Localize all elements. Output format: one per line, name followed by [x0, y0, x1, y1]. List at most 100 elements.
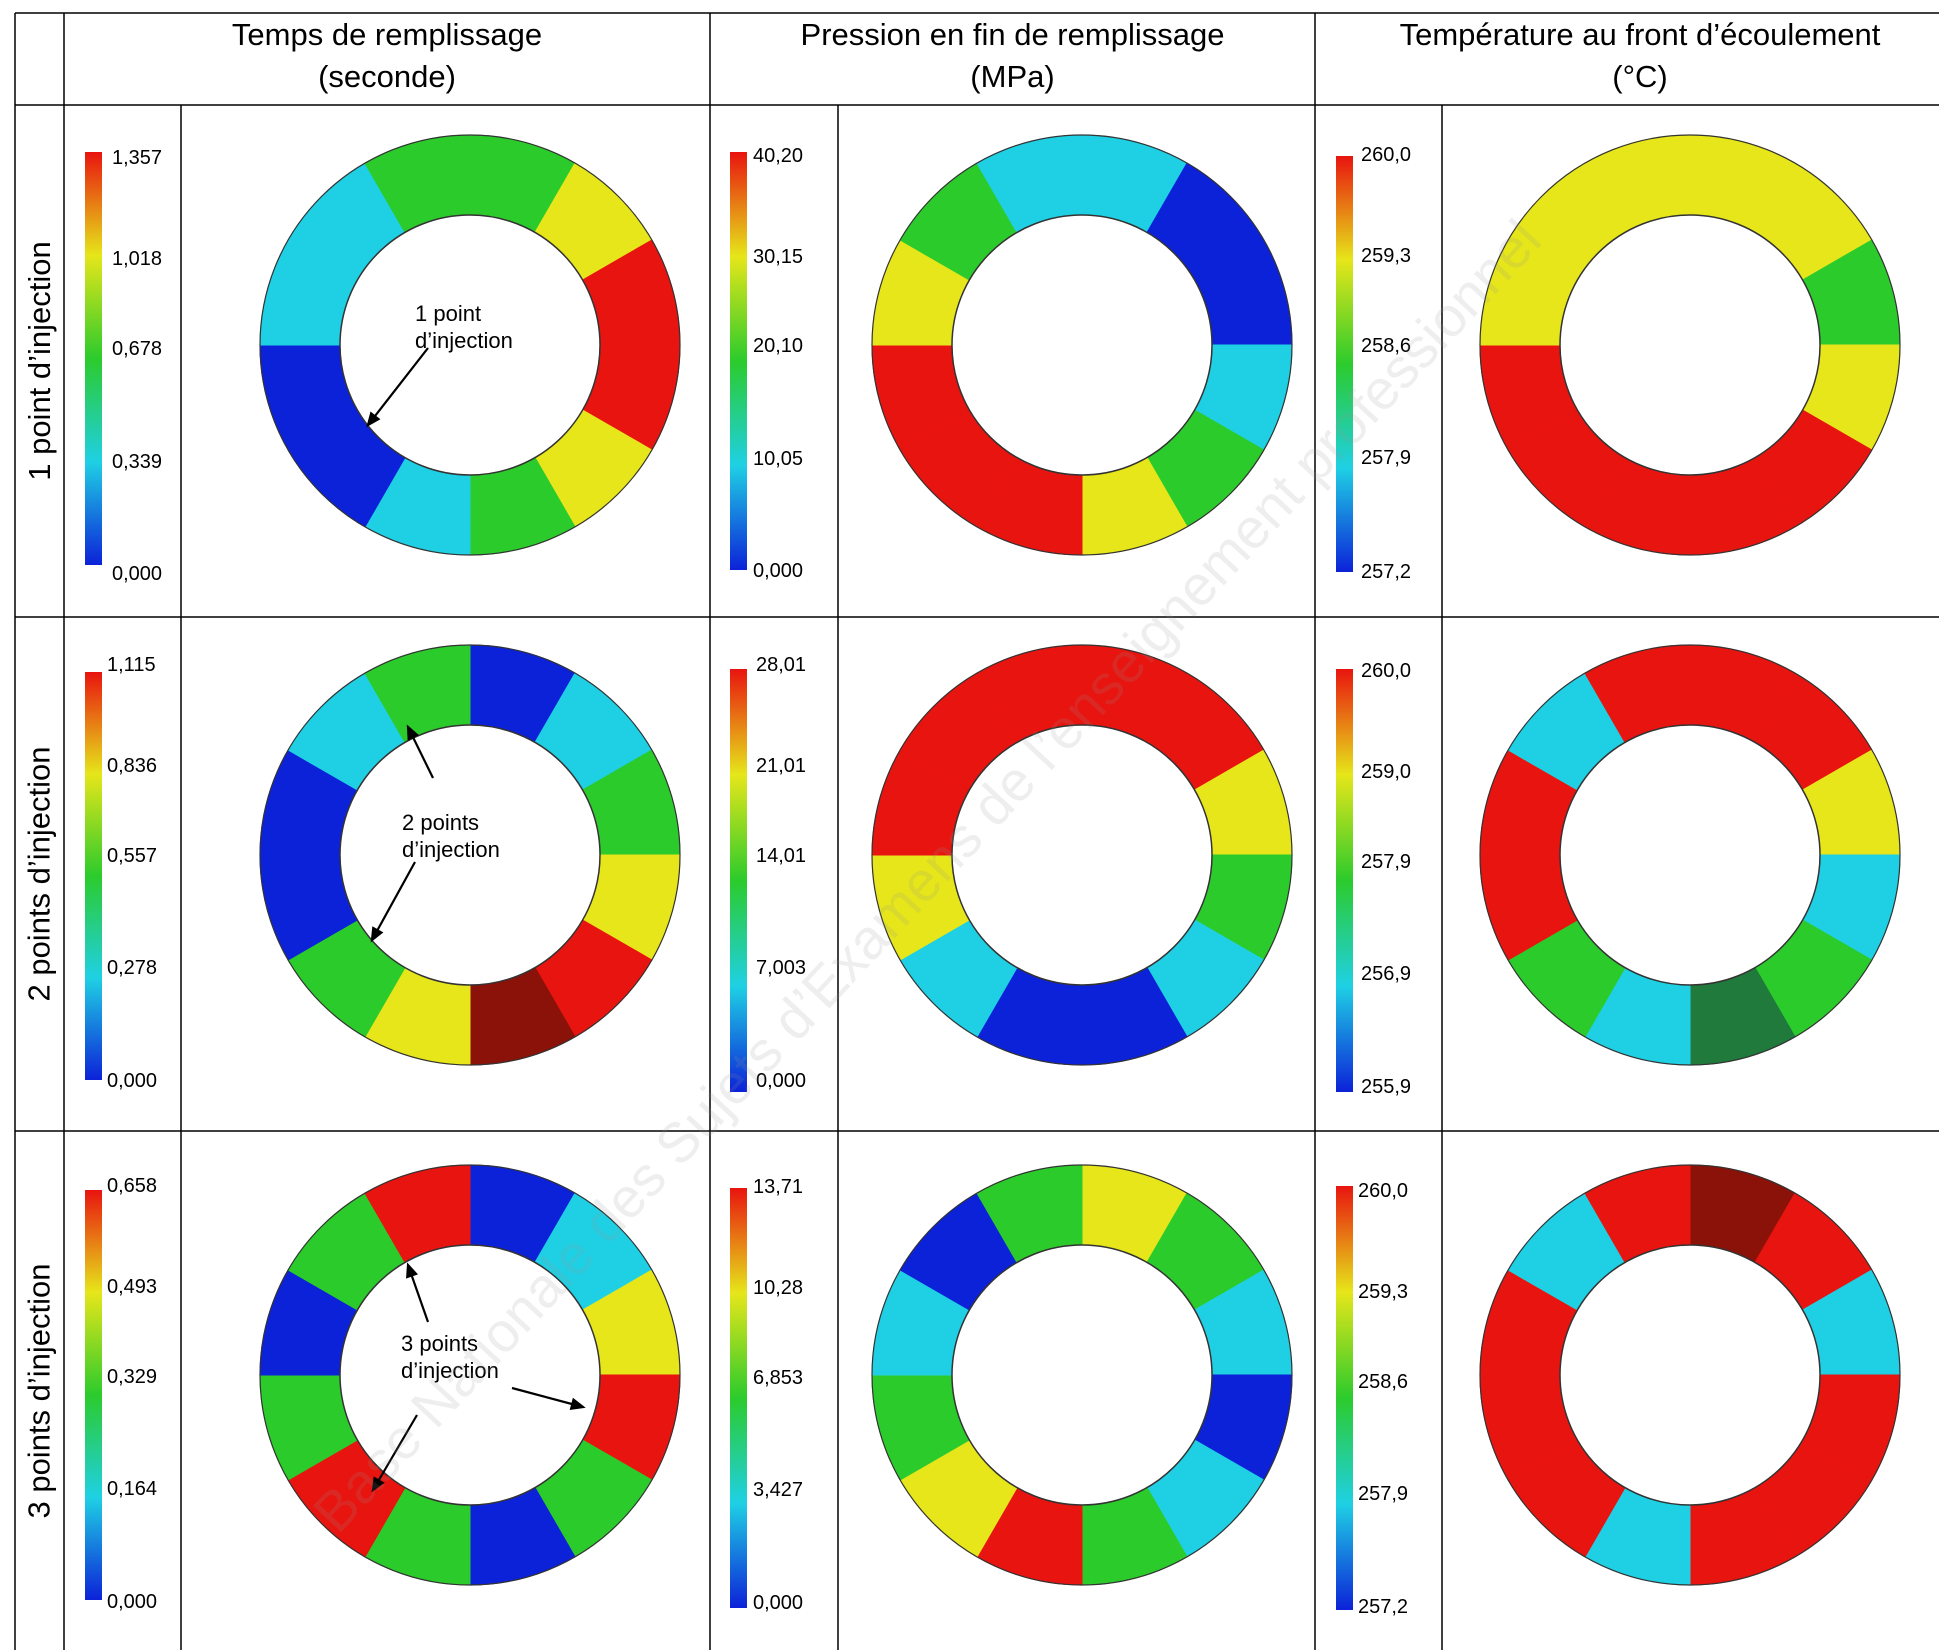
annotation-arrow: [511, 1386, 584, 1409]
scale-tick: 0,000: [756, 1070, 807, 1092]
scale-tick: 6,853: [753, 1367, 804, 1389]
scale-tick: 20,10: [753, 335, 804, 357]
scale-tick: 260,0: [1361, 660, 1412, 682]
arrow-head: [366, 411, 381, 428]
row-label-3-points: 3 points d’injection: [15, 1131, 64, 1650]
scale-tick: 40,20: [753, 145, 804, 167]
color-scale-bar: [1336, 1186, 1353, 1610]
scale-tick: 255,9: [1361, 1076, 1412, 1098]
ring-plot: [1479, 644, 1901, 1066]
ring-outer-edge: [1479, 644, 1901, 1066]
ring-inner-edge: [339, 214, 601, 476]
scale-tick: 0,329: [107, 1366, 158, 1388]
color-scale-bar: [85, 152, 102, 565]
scale-tick: 259,3: [1361, 245, 1412, 267]
scale-tick: 0,493: [107, 1276, 158, 1298]
color-scales: [85, 152, 1353, 1610]
ring-inner-edge: [1559, 1244, 1821, 1506]
scale-tick: 0,000: [107, 1070, 158, 1092]
ring-plot: [259, 644, 681, 1066]
ring-outer-edge: [871, 134, 1293, 556]
scale-tick: 258,6: [1358, 1371, 1409, 1393]
scale-tick: 0,557: [107, 845, 158, 867]
col-header-pressure: Pression en fin de remplissage (MPa): [710, 14, 1315, 98]
annotation-3-points: 3 points d’injection: [401, 1330, 499, 1384]
scale-tick: 3,427: [753, 1479, 804, 1501]
ring-inner-edge: [339, 724, 601, 986]
scale-tick: 259,3: [1358, 1281, 1409, 1303]
scale-tick: 30,15: [753, 246, 804, 268]
ring-inner-edge: [951, 724, 1213, 986]
annotation-2-points-line2: d’injection: [402, 837, 500, 862]
ring-outer-edge: [259, 134, 681, 556]
col-header-temperature-unit: (°C): [1612, 59, 1668, 94]
scale-tick: 1,018: [112, 248, 163, 270]
ring-outer-edge: [1479, 1164, 1901, 1586]
ring-plot: [871, 134, 1293, 556]
annotation-3-points-line2: d’injection: [401, 1358, 499, 1383]
ring-outer-edge: [259, 644, 681, 1066]
annotation-3-points-line1: 3 points: [401, 1331, 479, 1356]
color-scale-bar: [85, 672, 102, 1080]
annotation-1-point-line1: 1 point: [415, 301, 482, 326]
scale-tick: 0,000: [753, 1592, 804, 1614]
scale-tick: 0,678: [112, 338, 163, 360]
row-label-2-points-text: 2 points d’injection: [21, 746, 57, 1002]
ring-plot: [871, 644, 1293, 1066]
ring-inner-edge: [951, 214, 1213, 476]
color-scale-bar: [730, 152, 747, 570]
row-label-1-point-text: 1 point d’injection: [21, 241, 57, 481]
annotation-arrow: [367, 347, 429, 426]
table-grid: [14, 12, 1939, 1650]
color-scale-bar: [85, 1190, 102, 1600]
ring-inner-edge: [339, 1244, 601, 1506]
arrow-head: [371, 1476, 385, 1493]
col-header-fill-time-title: Temps de remplissage: [231, 17, 543, 52]
scale-tick: 28,01: [756, 654, 807, 676]
ring-plot: [259, 134, 681, 556]
annotation-arrows: [366, 347, 586, 1493]
arrow-head: [406, 1262, 418, 1279]
row-label-2-points: 2 points d’injection: [15, 617, 64, 1131]
part-renderings: [259, 134, 1901, 1586]
scale-tick: 14,01: [756, 845, 807, 867]
ring-inner-edge: [951, 1244, 1213, 1506]
arrow-head: [406, 724, 420, 741]
annotation-2-points-line1: 2 points: [402, 810, 480, 835]
ring-outer-edge: [1479, 134, 1901, 556]
ring-outer-edge: [259, 1164, 681, 1586]
color-scale-bar: [730, 1188, 747, 1608]
ring-plot: [259, 1164, 681, 1586]
scale-tick: 0,000: [753, 560, 804, 582]
color-scale-bar: [730, 669, 747, 1092]
scale-tick: 257,9: [1358, 1483, 1409, 1505]
scale-tick: 0,164: [107, 1478, 158, 1500]
col-header-fill-time: Temps de remplissage (seconde): [64, 14, 710, 98]
arrow-head: [370, 926, 384, 943]
ring-plot: [1479, 134, 1901, 556]
scale-tick: 257,2: [1358, 1596, 1409, 1618]
scale-tick: 1,115: [107, 654, 156, 676]
scale-tick: 0,000: [107, 1591, 158, 1613]
scale-tick: 260,0: [1361, 144, 1412, 166]
scale-tick: 257,2: [1361, 561, 1412, 583]
ring-inner-edge: [1559, 724, 1821, 986]
scale-tick: 256,9: [1361, 963, 1412, 985]
scale-tick: 7,003: [756, 957, 807, 979]
scale-tick: 257,9: [1361, 851, 1412, 873]
ring-plot: [871, 1164, 1293, 1586]
annotation-1-point-line2: d’injection: [415, 328, 513, 353]
arrow-head: [569, 1397, 586, 1410]
scale-tick: 0,339: [112, 451, 163, 473]
col-header-pressure-unit: (MPa): [970, 59, 1055, 94]
scale-tick: 260,0: [1358, 1180, 1409, 1202]
col-header-fill-time-unit: (seconde): [318, 59, 456, 94]
scale-tick: 258,6: [1361, 335, 1412, 357]
annotation-arrow: [372, 1414, 418, 1491]
scale-tick: 0,000: [112, 563, 163, 585]
annotation-2-points: 2 points d’injection: [402, 809, 500, 863]
scale-tick: 0,278: [107, 957, 158, 979]
row-label-1-point: 1 point d’injection: [15, 105, 64, 617]
scale-tick: 10,05: [753, 448, 804, 470]
